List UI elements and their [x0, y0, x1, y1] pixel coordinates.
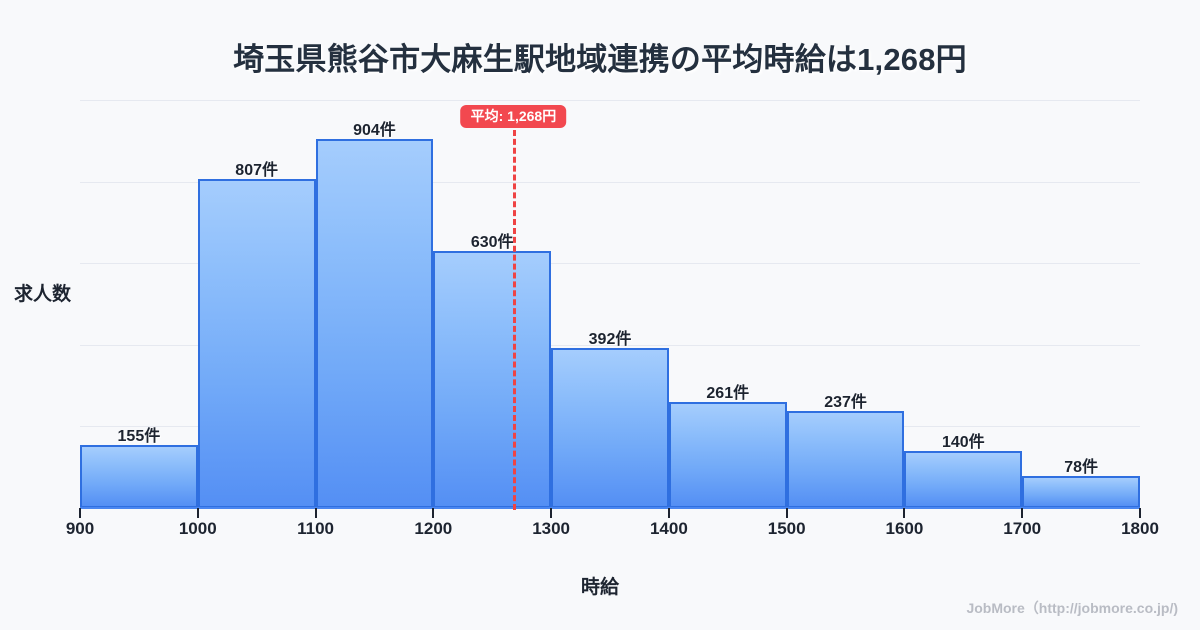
- x-axis-tick: [432, 508, 435, 518]
- x-axis-tick: [314, 508, 317, 518]
- x-axis-tick: [667, 508, 670, 518]
- histogram-bar[interactable]: [786, 411, 905, 508]
- average-badge: 平均: 1,268円: [460, 105, 567, 128]
- average-line: [513, 130, 517, 510]
- bar-value-label: 392件: [588, 331, 632, 349]
- histogram-bar[interactable]: [1022, 476, 1140, 508]
- x-axis-tick: [79, 508, 81, 518]
- gridline: [80, 100, 1140, 101]
- footer-credit: JobMore（http://jobmore.co.jp/): [966, 600, 1178, 616]
- x-axis-tick: [196, 508, 199, 518]
- x-axis-tick-label: 1200: [414, 519, 453, 538]
- gridline: [80, 181, 1140, 183]
- histogram-bar[interactable]: [668, 401, 787, 508]
- x-axis-tick: [1139, 508, 1141, 518]
- histogram-bar[interactable]: [904, 450, 1023, 508]
- x-axis-tick: [550, 508, 553, 518]
- x-axis-tick: [1021, 508, 1024, 518]
- bar-value-label: 807件: [235, 161, 278, 179]
- bar-value-label: 237件: [824, 394, 867, 412]
- histogram-bar[interactable]: [315, 139, 434, 508]
- x-axis-line: [80, 507, 1140, 509]
- gridline: [80, 344, 1140, 346]
- bar-value-label: 904件: [353, 122, 396, 140]
- bar-value-label: 630件: [470, 233, 514, 251]
- histogram-bar[interactable]: [197, 178, 316, 508]
- x-axis-title: 時給: [580, 577, 619, 598]
- histogram-bar[interactable]: [80, 444, 198, 508]
- plot-area: 155件 807件 904件 630件 392件 261件 237件 140件 78件: [80, 100, 1140, 508]
- histogram-bar[interactable]: [433, 250, 552, 508]
- x-axis-tick-label: 1400: [649, 519, 688, 538]
- y-axis-title: 求人数: [14, 284, 72, 305]
- x-axis-tick-label: 1000: [178, 519, 217, 538]
- x-axis-tick-label: 900: [65, 519, 95, 538]
- bar-value-label: 261件: [706, 384, 750, 402]
- x-axis-tick-label: 1700: [1003, 519, 1042, 538]
- x-axis-tick-label: 1300: [532, 519, 571, 538]
- x-axis-tick-label: 1100: [297, 519, 334, 538]
- x-axis-tick-label: 1500: [767, 519, 806, 538]
- x-axis-tick-label: 1600: [885, 519, 924, 538]
- gridline: [80, 263, 1140, 265]
- histogram-bar[interactable]: [551, 348, 669, 508]
- x-axis-tick: [785, 508, 788, 518]
- x-axis-tick: [903, 508, 906, 518]
- bar-value-label: 155件: [117, 427, 161, 445]
- x-axis-tick-label: 1800: [1121, 519, 1159, 538]
- bar-value-label: 140件: [941, 433, 985, 451]
- page-title: 埼玉県熊谷市大麻生駅地域連携の平均時給は1,268円: [233, 42, 967, 77]
- bar-value-label: 78件: [1064, 459, 1098, 477]
